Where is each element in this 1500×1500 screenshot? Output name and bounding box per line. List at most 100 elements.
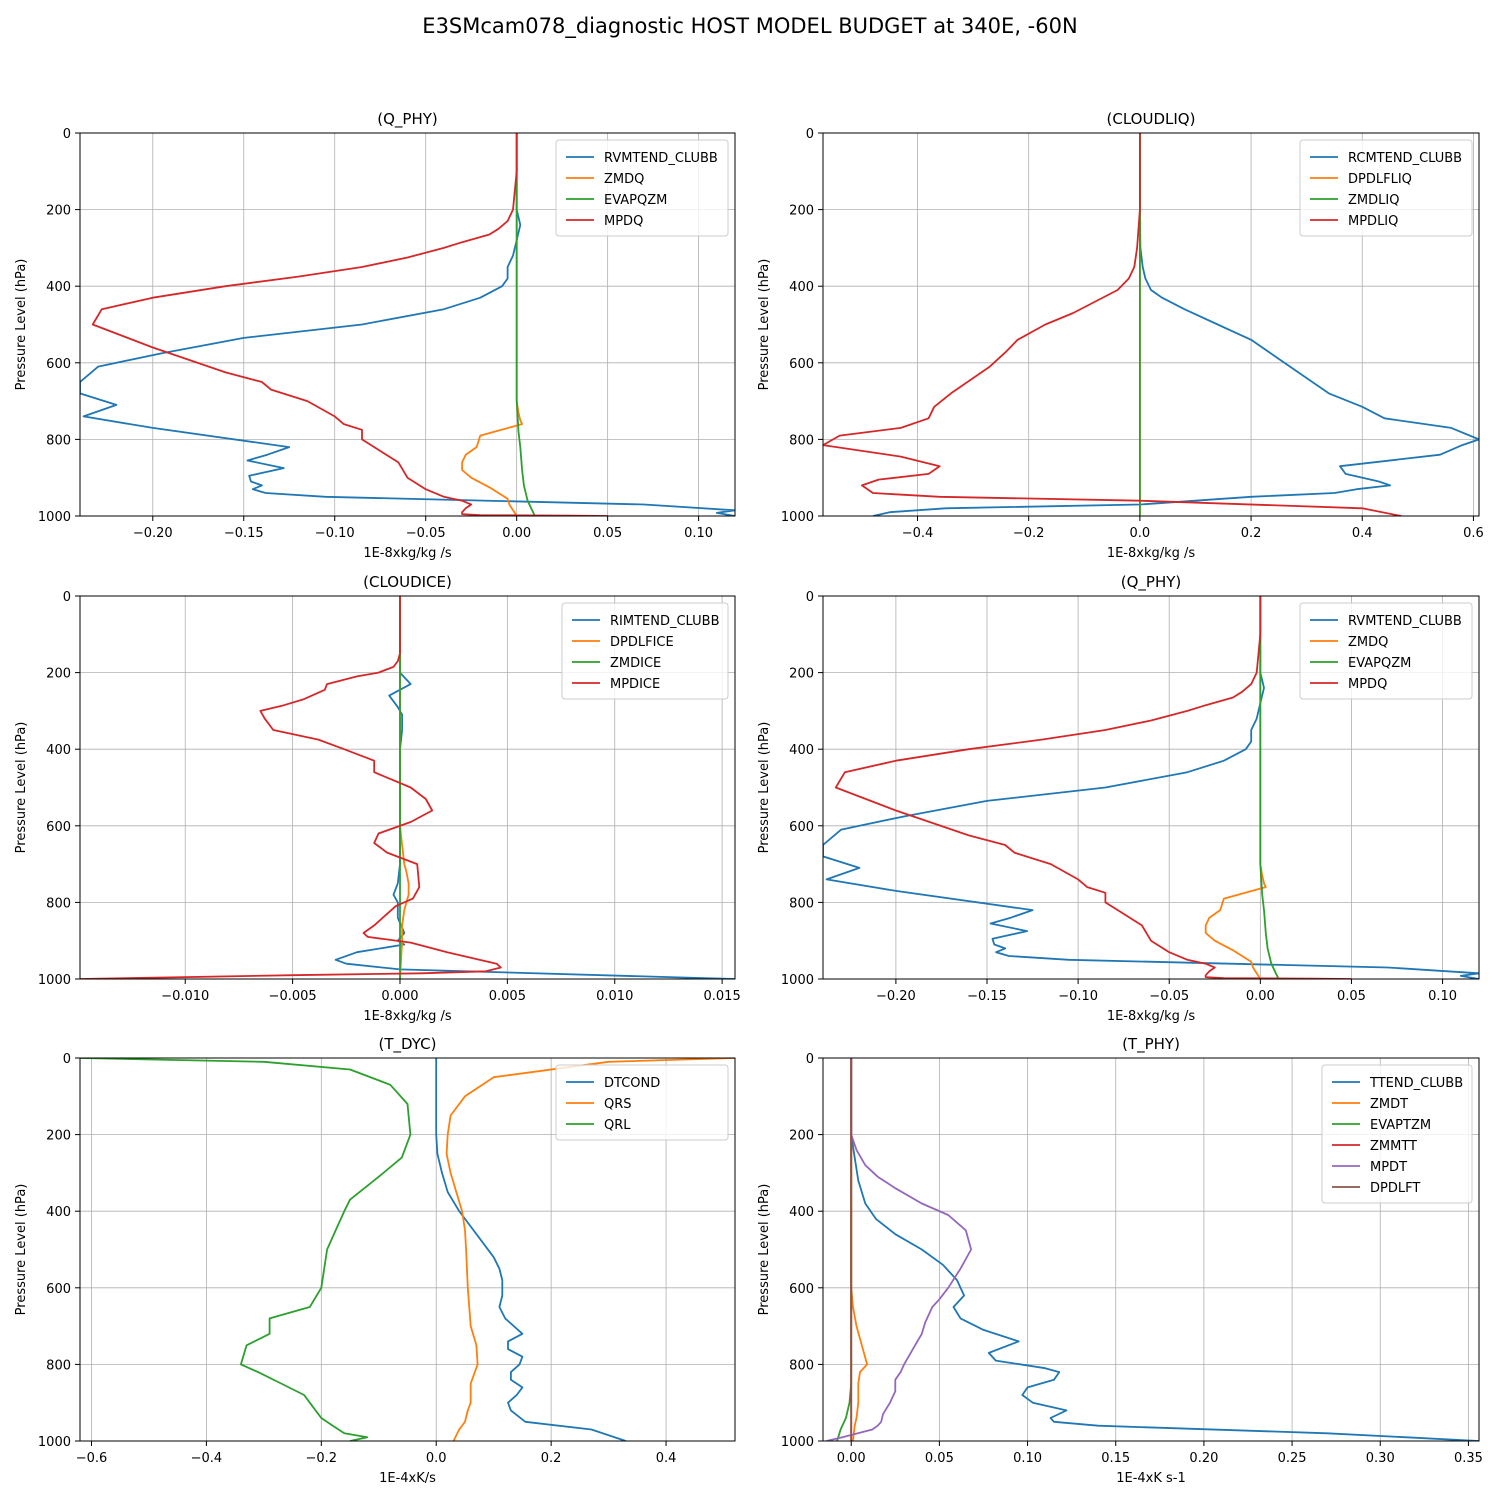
legend-entry: ZMDICE	[610, 656, 661, 671]
series-line-1	[850, 1058, 1479, 1441]
x-tick-label: 0.010	[596, 989, 633, 1004]
x-tick-label: −0.05	[1149, 989, 1189, 1004]
chart-panel-6: 0.00 0.05 0.10 0.15 0.20 0.25 0.30 0.35 0 200 400 6…	[757, 1035, 1483, 1486]
legend-box	[561, 602, 729, 700]
y-tick-label: 800	[789, 433, 814, 448]
series-line-3	[515, 133, 536, 516]
legend-entry: QRL	[604, 1118, 631, 1133]
x-tick-label: −0.15	[967, 989, 1007, 1004]
y-axis-label: Pressure Level (hPa)	[757, 722, 772, 854]
x-tick-label: −0.005	[269, 989, 317, 1004]
chart-panel-5: −0.6 −0.4 −0.2 0.0 0.2 0.4 0 200 400 600 800 1000 (T…	[14, 1035, 736, 1486]
chart-panel-4: −0.20 −0.15 −0.10 −0.05 0.00 0.05 0.10 0 200 400 6…	[757, 573, 1480, 1024]
x-tick-label: 0.05	[925, 1451, 954, 1466]
series-line-4	[834, 596, 1352, 979]
legend: RIMTEND_CLUBB DPDLFICE ZMDICE MPDICE	[561, 602, 729, 700]
x-axis-label: 1E-8xkg/kg /s	[363, 546, 452, 561]
x-tick-label: −0.4	[191, 1451, 223, 1466]
y-tick-label: 0	[63, 127, 71, 142]
x-axis-label: 1E-8xkg/kg /s	[1107, 1009, 1196, 1024]
y-tick-label: 1000	[781, 973, 814, 988]
y-tick-label: 400	[789, 280, 814, 295]
series-line-1	[872, 133, 1479, 516]
legend-entry: QRS	[604, 1097, 632, 1112]
x-tick-label: −0.010	[161, 989, 209, 1004]
y-axis-label: Pressure Level (hPa)	[14, 722, 29, 854]
series-line-3	[836, 1058, 853, 1441]
legend-box	[1299, 602, 1473, 700]
y-tick-label: 200	[789, 204, 814, 219]
y-tick-label: 0	[806, 1052, 814, 1067]
x-tick-label: 0.05	[1337, 989, 1366, 1004]
y-tick-label: 200	[46, 204, 71, 219]
axes-frame	[822, 1057, 1480, 1442]
axes-frame	[79, 132, 736, 517]
chart-title: (T_PHY)	[1122, 1035, 1180, 1054]
legend: RVMTEND_CLUBB ZMDQ EVAPQZM MPDQ	[1299, 602, 1473, 700]
series-line-2	[1204, 596, 1267, 979]
series-line-1	[823, 596, 1479, 979]
y-tick-label: 800	[46, 1358, 71, 1373]
y-tick-label: 800	[789, 896, 814, 911]
x-tick-label: 0.4	[656, 1451, 677, 1466]
chart-title: (T_DYC)	[379, 1035, 437, 1054]
y-tick-label: 200	[46, 1129, 71, 1144]
series-line-4	[823, 133, 1402, 516]
legend-entry: ZMDQ	[604, 172, 644, 187]
y-tick-label: 0	[806, 127, 814, 142]
series-line-2	[399, 596, 410, 979]
x-tick-label: 0.30	[1366, 1451, 1395, 1466]
x-tick-label: −0.15	[224, 526, 264, 541]
legend-entry: DPDLFICE	[610, 635, 674, 650]
y-tick-label: 600	[46, 820, 71, 835]
legend: DTCOND QRS QRL	[555, 1064, 729, 1141]
y-tick-label: 200	[46, 667, 71, 682]
x-tick-label: 0.10	[1428, 989, 1457, 1004]
legend-entry: MPDLIQ	[1348, 214, 1398, 229]
x-tick-label: 0.00	[502, 526, 531, 541]
series-line-2	[461, 133, 523, 516]
legend-entry: DPDLFLIQ	[1348, 172, 1412, 187]
y-tick-label: 800	[46, 896, 71, 911]
legend-entry: DPDLFT	[1370, 1181, 1420, 1196]
y-axis-label: Pressure Level (hPa)	[757, 259, 772, 391]
legend-entry: RVMTEND_CLUBB	[604, 151, 718, 166]
chart-title: (Q_PHY)	[377, 110, 438, 129]
x-axis-label: 1E-4xK/s	[379, 1471, 436, 1486]
x-tick-label: −0.20	[133, 526, 173, 541]
legend-box	[555, 1064, 729, 1141]
chart-title: (CLOUDLIQ)	[1107, 110, 1196, 128]
series-line-2	[850, 1058, 868, 1441]
x-tick-label: 0.015	[704, 989, 741, 1004]
x-tick-label: 0.0	[426, 1451, 447, 1466]
legend-entry: ZMDQ	[1348, 635, 1388, 650]
legend-entry: MPDT	[1370, 1160, 1407, 1175]
legend-entry: EVAPQZM	[604, 193, 667, 208]
x-axis-label: 1E-8xkg/kg /s	[363, 1009, 452, 1024]
chart-title: (CLOUDICE)	[363, 573, 452, 591]
x-tick-label: 0.05	[593, 526, 622, 541]
y-tick-label: 400	[46, 743, 71, 758]
series-line-1	[334, 596, 735, 979]
y-tick-label: 600	[789, 357, 814, 372]
legend-box	[555, 139, 729, 237]
legend-entry: ZMDLIQ	[1348, 193, 1399, 208]
y-tick-label: 1000	[38, 973, 71, 988]
legend-entry: TTEND_CLUBB	[1369, 1076, 1463, 1091]
legend-entry: MPDICE	[610, 677, 660, 692]
legend: TTEND_CLUBB ZMDT EVAPTZM ZMMTT MPDT DPDLFT	[1321, 1064, 1473, 1204]
chart-title: (Q_PHY)	[1121, 573, 1182, 592]
axes-frame	[822, 595, 1480, 980]
legend-entry: MPDQ	[1348, 677, 1387, 692]
y-tick-label: 800	[789, 1358, 814, 1373]
y-tick-label: 1000	[781, 1435, 814, 1450]
legend-entry: RCMTEND_CLUBB	[1348, 151, 1462, 166]
legend-entry: MPDQ	[604, 214, 643, 229]
x-tick-label: −0.4	[902, 526, 934, 541]
x-tick-label: 0.25	[1278, 1451, 1307, 1466]
x-tick-label: 0.005	[489, 989, 526, 1004]
y-tick-label: 400	[789, 1205, 814, 1220]
y-tick-label: 400	[789, 743, 814, 758]
y-tick-label: 1000	[38, 1435, 71, 1450]
